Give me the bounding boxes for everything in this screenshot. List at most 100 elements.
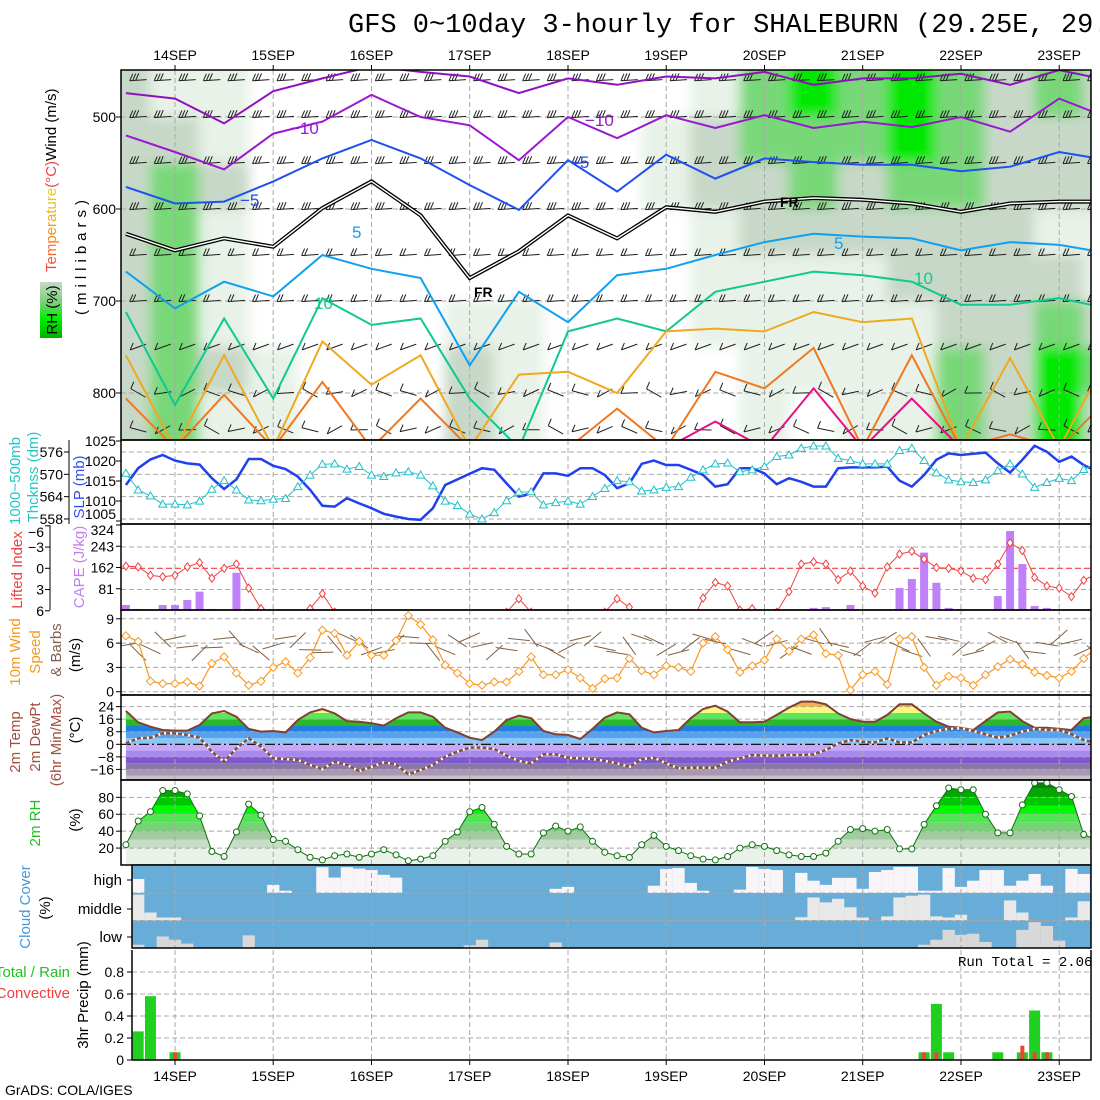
wind-speed-point [968, 680, 978, 690]
wind-barb [522, 253, 540, 257]
rh-point [699, 855, 707, 863]
cloud-low-bar [1028, 922, 1041, 948]
wind-barb-flag [721, 156, 726, 164]
wind-barb [227, 299, 245, 303]
rh-band [125, 814, 1091, 823]
precip-total-bar [1029, 1010, 1041, 1060]
wind-barb [277, 115, 295, 119]
wind-barb [277, 253, 295, 257]
cape-bar [895, 587, 904, 610]
wind-barb [571, 390, 589, 396]
wind-barb-flag [374, 110, 379, 118]
wind-barb [891, 299, 909, 303]
lifted-index-point [736, 605, 744, 610]
wind-barb-flag [869, 248, 873, 256]
rh-point [638, 841, 646, 849]
wind-barb [473, 299, 491, 303]
thickness-point [391, 467, 401, 477]
wind-barb-flag [547, 382, 552, 391]
upper-air-panel [121, 70, 1091, 440]
lifted-index-point [822, 559, 830, 569]
wind-barb-flag [424, 426, 429, 434]
precip-convective-bar [922, 1052, 927, 1060]
wind-barb [449, 343, 466, 351]
cape-bar [1018, 564, 1027, 610]
wind-barb-flag [279, 110, 284, 118]
rh-point [822, 849, 830, 857]
upper-rh-label: RH (%) [44, 285, 61, 334]
wind-barb-flag [743, 248, 748, 256]
wind-barb-flag [718, 294, 723, 302]
wind-barb [842, 425, 859, 435]
wind-barb-flag [746, 156, 751, 164]
rh-cell [788, 209, 839, 255]
wind-barb-flag [202, 248, 207, 256]
wind-barb-flag [1062, 156, 1067, 164]
wind-barb-flag [205, 248, 210, 256]
wind-barb-flag [1038, 389, 1043, 397]
wind-barb [842, 343, 859, 351]
wind-barb [940, 115, 958, 119]
lifted-index-point [748, 603, 756, 610]
lifted-index-point [676, 621, 682, 629]
rh-cell [935, 301, 986, 347]
wind-barb [841, 253, 859, 257]
wind-barb [940, 388, 957, 398]
day-label-bottom: 14SEP [153, 1068, 197, 1084]
cape-tick-label: 324 [91, 522, 115, 538]
wind-barb-flag [595, 294, 600, 302]
wind-barb-flag [227, 248, 232, 256]
wind-speed-point [256, 676, 266, 686]
wind-barb-flag [156, 294, 161, 302]
wind-barb-flag [746, 110, 751, 118]
wind-barb-flag [847, 201, 852, 210]
wind-barb [669, 253, 688, 257]
rh-cell [121, 117, 151, 163]
wind-barb [1013, 115, 1031, 119]
wind-barb [719, 299, 737, 303]
wind-barb-flag [356, 201, 361, 210]
wind-barb [891, 115, 909, 119]
rh-point [920, 820, 928, 828]
wind-speed-point [796, 634, 807, 644]
wind-barb-flag [1087, 202, 1091, 210]
wind-barb [129, 299, 147, 303]
lifted-index-point [515, 593, 523, 604]
wind-barb-flag [1013, 73, 1018, 81]
millibars-label: (millibars) [73, 195, 90, 315]
wind-barb-10m [495, 646, 518, 652]
cloud-high-bar [647, 885, 661, 893]
wind-barb-flag [893, 110, 898, 118]
rh-point [760, 842, 768, 850]
wind-barb-flag [626, 201, 631, 210]
thickness-point [992, 465, 1003, 475]
temp-tick-label: 24 [98, 699, 114, 715]
wind-barb [841, 299, 859, 303]
contour-label: −10 [290, 119, 319, 138]
cape-bar [1006, 531, 1015, 610]
wind-barb-flag [645, 420, 650, 429]
wind-barb-flag [1087, 294, 1091, 302]
thickness-point [121, 468, 131, 477]
thickness-point [833, 453, 844, 462]
wind-barb-flag [522, 422, 527, 430]
wind-barb [448, 79, 466, 82]
cloud-background [132, 865, 1091, 948]
cloud-low-bar [549, 942, 562, 948]
wind-barb-flag [252, 73, 256, 81]
cloud-high-bar [316, 867, 329, 893]
rh-point [490, 820, 498, 828]
wind-barb-flag [645, 248, 649, 256]
wind-barb [964, 115, 982, 119]
slp-tick-label: 1025 [85, 433, 116, 449]
wind-barb-flag [399, 383, 404, 391]
wind-speed-point [366, 650, 377, 660]
contour-label: −5 [570, 153, 589, 172]
rh-point [122, 841, 130, 849]
rh-cell [121, 347, 151, 393]
thickness-point [378, 471, 389, 481]
wind-barb-flag [939, 248, 944, 256]
wind-barb-flag [227, 156, 232, 164]
wind-barb-flag [915, 110, 920, 118]
wind-barb-10m [1023, 650, 1046, 655]
